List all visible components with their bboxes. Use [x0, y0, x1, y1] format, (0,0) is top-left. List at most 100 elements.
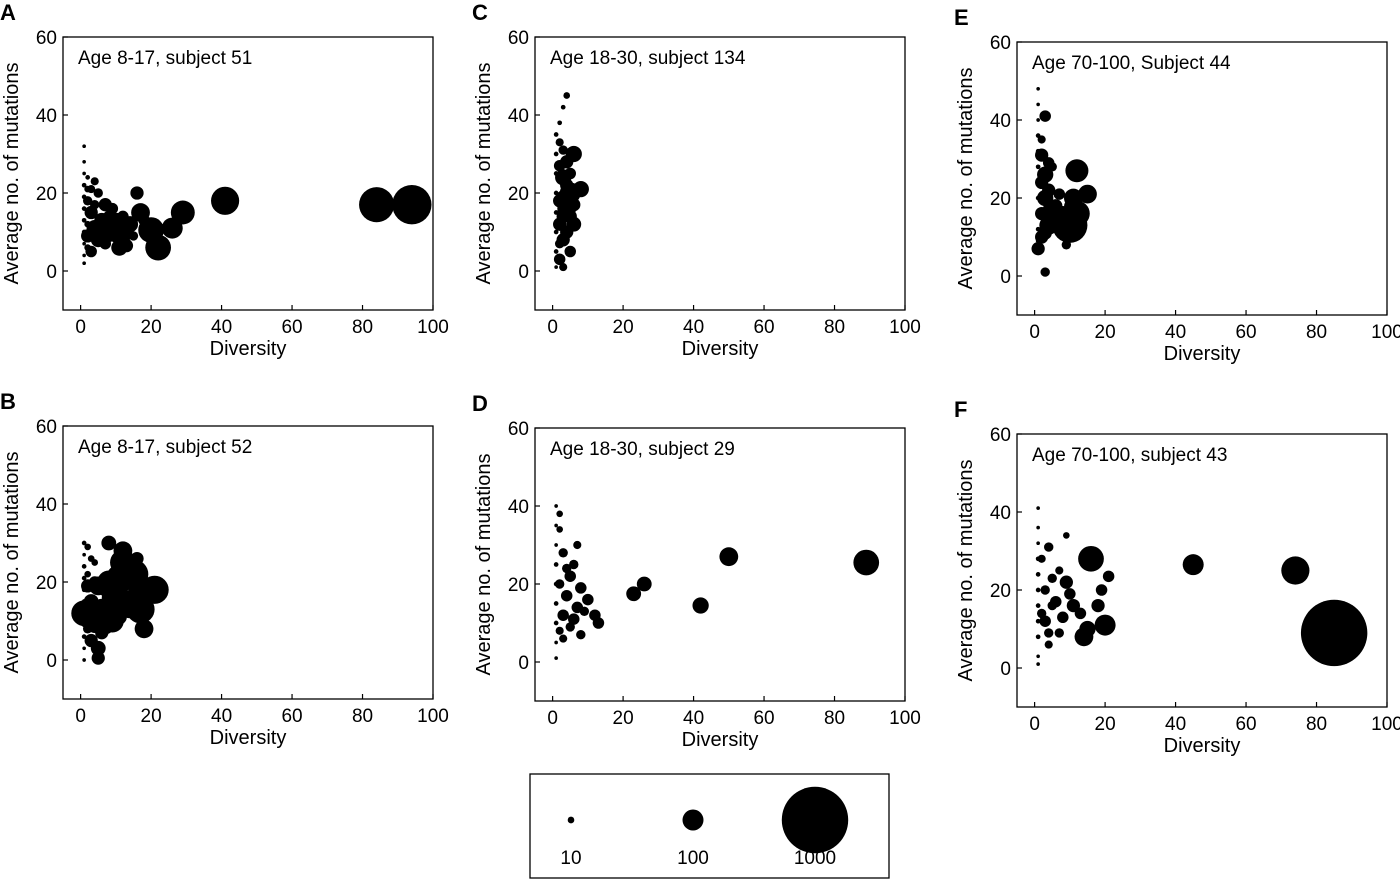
plot-subtitle: Age 70-100, subject 43 [1032, 445, 1227, 466]
data-point [81, 217, 87, 223]
panel-letter: B [0, 389, 16, 414]
data-point [553, 132, 559, 137]
plot-frame [1016, 433, 1388, 708]
y-axis-title: Average no. of mutations [1, 452, 23, 674]
x-tick-label: 60 [1235, 714, 1256, 735]
data-point [1035, 206, 1049, 221]
plot-frame [534, 36, 906, 311]
y-tick-label: 60 [508, 28, 529, 49]
legend-frame [529, 773, 890, 879]
data-point [560, 178, 574, 192]
y-tick-label: 0 [1000, 659, 1011, 680]
x-tick-label: 20 [141, 317, 162, 338]
data-point [1037, 135, 1046, 144]
data-point [101, 535, 117, 551]
data-point [1044, 640, 1053, 649]
data-point [692, 597, 709, 614]
data-point [85, 175, 91, 180]
data-point [105, 594, 119, 609]
y-tick-label: 20 [36, 184, 57, 205]
data-point [1036, 541, 1040, 546]
x-tick-label: 80 [1306, 322, 1327, 343]
data-point [82, 646, 86, 651]
y-axis-title: Average no. of mutations [473, 454, 495, 676]
x-tick-label: 20 [613, 708, 634, 729]
panel-letter: E [954, 5, 969, 30]
x-axis-title: Diversity [682, 729, 759, 751]
data-point [128, 231, 139, 241]
y-tick-label: 20 [508, 575, 529, 596]
x-tick-label: 20 [1095, 714, 1116, 735]
data-point [556, 190, 570, 204]
panel-letter: F [954, 397, 967, 422]
data-point [563, 209, 577, 224]
data-point [81, 587, 87, 593]
data-point [1035, 587, 1041, 593]
data-point [1031, 242, 1045, 256]
data-point [170, 200, 195, 225]
x-tick-label: 100 [889, 708, 921, 729]
y-tick-label: 40 [36, 106, 57, 127]
data-point [1094, 614, 1116, 636]
x-tick-label: 100 [1371, 322, 1400, 343]
x-tick-label: 60 [753, 708, 774, 729]
x-tick-label: 0 [75, 317, 86, 338]
y-tick-label: 60 [990, 33, 1011, 54]
data-point [1047, 573, 1057, 583]
data-point [161, 217, 183, 239]
data-point [91, 651, 105, 665]
data-point [1039, 110, 1051, 122]
data-point [1035, 180, 1041, 185]
data-point [1035, 133, 1041, 138]
data-point [90, 200, 100, 210]
data-point [553, 562, 559, 567]
data-point [82, 261, 86, 266]
data-point [1079, 620, 1096, 638]
plot-frame [62, 36, 434, 311]
data-point [560, 225, 574, 239]
x-tick-label: 40 [211, 317, 232, 338]
data-point [553, 581, 559, 587]
data-point [564, 167, 576, 180]
data-point [554, 265, 558, 269]
data-point [1064, 200, 1076, 212]
y-tick-label: 40 [508, 497, 529, 518]
x-tick-label: 100 [417, 317, 449, 338]
data-point [119, 239, 134, 253]
data-point [1035, 226, 1041, 232]
data-point [117, 210, 129, 223]
data-point [1037, 554, 1046, 563]
y-tick-label: 0 [46, 262, 57, 283]
y-tick-label: 0 [518, 262, 529, 283]
data-point [90, 177, 99, 186]
data-point [81, 564, 87, 569]
data-point [553, 620, 559, 626]
data-point [81, 634, 87, 639]
data-point [1074, 607, 1087, 620]
data-point [93, 188, 103, 198]
panel-b: B Age 8-17, subject 52 0 20 40 60 80 100 0 20 40 60… [0, 389, 449, 749]
data-point [557, 120, 563, 126]
data-point [1035, 603, 1041, 608]
data-point [211, 186, 240, 215]
data-point [1059, 575, 1073, 589]
data-point [1036, 506, 1040, 510]
data-point [553, 171, 559, 176]
data-point [81, 182, 87, 188]
y-tick-label: 40 [36, 495, 57, 516]
data-point [1036, 654, 1040, 659]
x-tick-label: 80 [352, 706, 373, 727]
data-point [83, 594, 99, 609]
data-point [558, 145, 568, 155]
plot-subtitle: Age 18-30, subject 29 [550, 439, 735, 460]
data-point [554, 579, 565, 589]
size-legend: 10 100 1000 [529, 773, 890, 879]
y-tick-label: 60 [508, 419, 529, 440]
data-point [145, 234, 172, 261]
data-point [564, 570, 576, 582]
x-tick-label: 40 [683, 708, 704, 729]
data-point [1040, 585, 1050, 595]
data-point [553, 253, 566, 266]
data-point [567, 198, 581, 212]
data-point [554, 523, 558, 528]
